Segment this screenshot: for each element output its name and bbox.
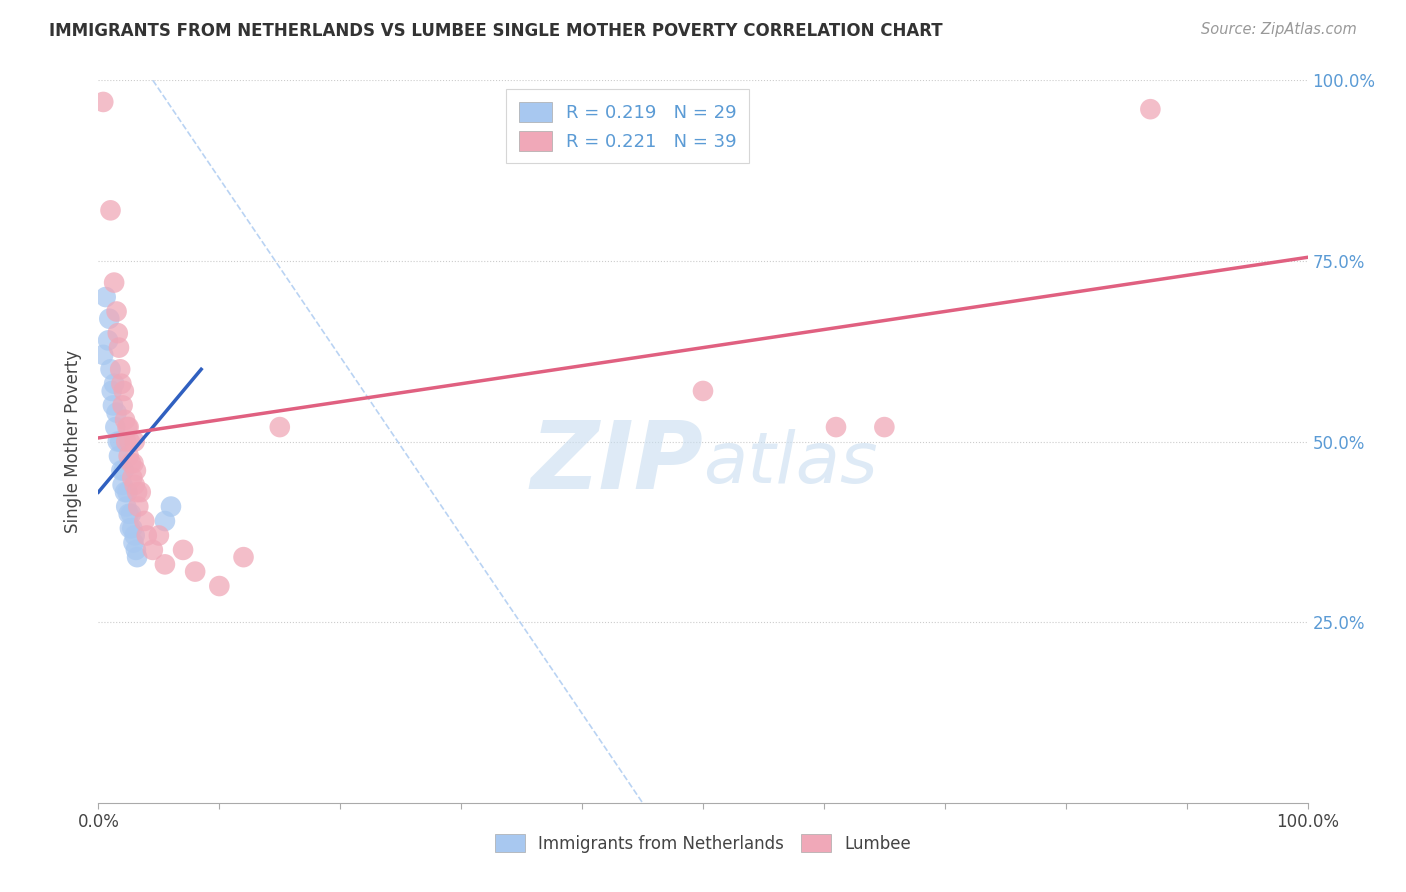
Point xyxy=(91,95,114,109)
Point xyxy=(134,514,156,528)
Point xyxy=(103,376,125,391)
Point xyxy=(110,376,132,391)
Point xyxy=(118,521,141,535)
Point xyxy=(110,463,132,477)
Legend: Immigrants from Netherlands, Lumbee: Immigrants from Netherlands, Lumbee xyxy=(488,828,918,860)
Point xyxy=(98,311,121,326)
Point xyxy=(127,550,149,565)
Point xyxy=(101,398,124,412)
Point xyxy=(112,384,135,398)
Point xyxy=(122,535,145,549)
Point xyxy=(125,542,148,557)
Point xyxy=(120,507,142,521)
Text: atlas: atlas xyxy=(703,429,877,498)
Point xyxy=(127,500,149,514)
Point xyxy=(105,406,128,420)
Point xyxy=(135,528,157,542)
Point xyxy=(111,478,134,492)
Point xyxy=(825,420,848,434)
Point xyxy=(100,362,122,376)
Point xyxy=(1139,102,1161,116)
Point xyxy=(124,528,146,542)
Point xyxy=(118,434,141,449)
Point xyxy=(115,500,138,514)
Point xyxy=(208,579,231,593)
Point xyxy=(107,326,129,340)
Text: Source: ZipAtlas.com: Source: ZipAtlas.com xyxy=(1201,22,1357,37)
Point xyxy=(127,485,149,500)
Point xyxy=(124,434,146,449)
Text: ZIP: ZIP xyxy=(530,417,703,509)
Point xyxy=(117,485,139,500)
Point xyxy=(108,449,131,463)
Point xyxy=(118,507,141,521)
Point xyxy=(118,449,141,463)
Point xyxy=(100,203,122,218)
Point xyxy=(121,521,143,535)
Point xyxy=(117,420,139,434)
Point xyxy=(105,304,128,318)
Point xyxy=(108,362,131,376)
Point xyxy=(120,456,142,470)
Point xyxy=(172,542,194,557)
Point xyxy=(112,463,135,477)
Point xyxy=(125,463,148,477)
Point xyxy=(97,334,120,348)
Point xyxy=(111,398,134,412)
Point xyxy=(94,290,117,304)
Point xyxy=(142,542,165,557)
Point xyxy=(122,456,145,470)
Point xyxy=(108,341,131,355)
Point xyxy=(118,420,141,434)
Point xyxy=(108,434,131,449)
Point xyxy=(114,413,136,427)
Y-axis label: Single Mother Poverty: Single Mother Poverty xyxy=(65,350,83,533)
Point xyxy=(114,485,136,500)
Point xyxy=(153,514,176,528)
Point xyxy=(269,420,291,434)
Point xyxy=(184,565,207,579)
Point xyxy=(103,276,125,290)
Point xyxy=(232,550,254,565)
Point xyxy=(873,420,896,434)
Point xyxy=(160,500,183,514)
Text: IMMIGRANTS FROM NETHERLANDS VS LUMBEE SINGLE MOTHER POVERTY CORRELATION CHART: IMMIGRANTS FROM NETHERLANDS VS LUMBEE SI… xyxy=(49,22,943,40)
Point xyxy=(107,434,129,449)
Point xyxy=(692,384,714,398)
Point xyxy=(91,348,114,362)
Point xyxy=(121,470,143,484)
Point xyxy=(148,528,170,542)
Point xyxy=(115,434,138,449)
Point xyxy=(129,485,152,500)
Point xyxy=(124,478,146,492)
Point xyxy=(100,384,122,398)
Point xyxy=(153,558,176,572)
Point xyxy=(104,420,127,434)
